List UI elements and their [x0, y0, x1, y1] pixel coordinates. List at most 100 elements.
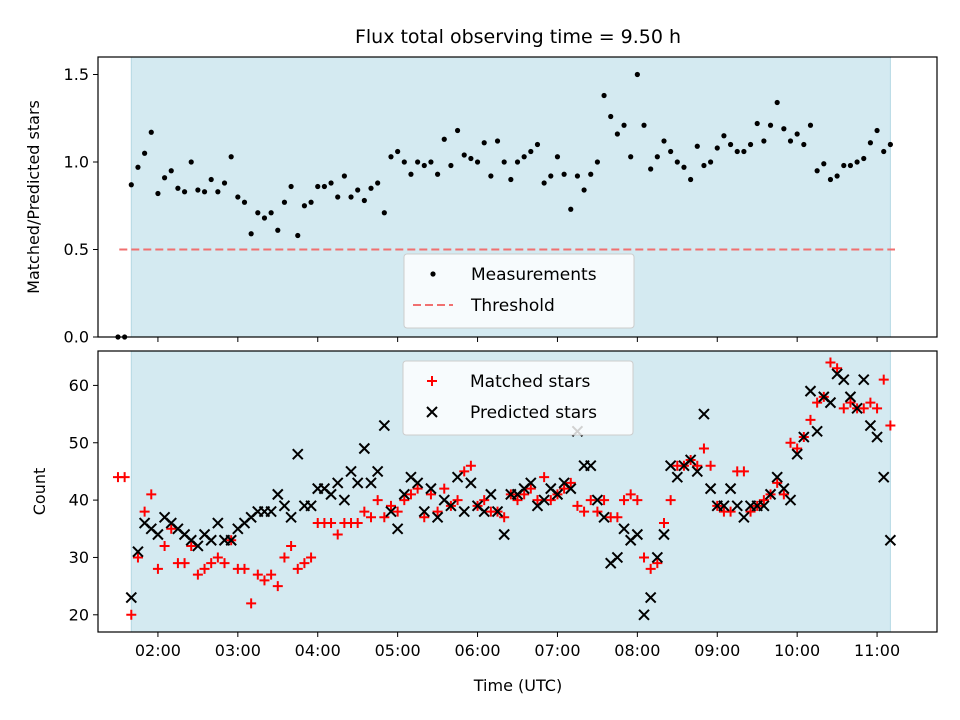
data-point — [599, 495, 610, 506]
data-point — [574, 173, 581, 179]
data-point — [199, 563, 210, 574]
data-point — [764, 488, 777, 501]
data-point — [718, 500, 730, 512]
data-point — [618, 523, 630, 535]
data-point — [448, 162, 454, 169]
data-point — [698, 408, 710, 420]
data-point — [565, 477, 576, 488]
data-point — [845, 397, 856, 408]
y-tick-label: 30 — [69, 548, 89, 567]
data-point — [825, 357, 836, 368]
data-point — [315, 183, 321, 190]
data-point — [865, 397, 876, 408]
data-point — [665, 495, 676, 506]
data-point — [235, 194, 241, 200]
data-point — [286, 540, 297, 551]
data-point — [681, 164, 687, 170]
data-point — [798, 431, 810, 443]
data-point — [425, 489, 436, 500]
data-point — [841, 162, 847, 169]
data-point — [664, 459, 677, 472]
data-point — [591, 494, 604, 506]
data-point — [754, 120, 760, 127]
data-point — [594, 159, 601, 165]
data-point — [345, 465, 357, 478]
data-point — [592, 506, 603, 517]
data-point — [559, 483, 570, 494]
legend-marker — [426, 406, 438, 418]
data-point — [379, 512, 390, 523]
data-point — [431, 511, 444, 524]
ratio-panel: 0.0 0.5 1.0 1.5 Matched/Predicted stars Measu… — [24, 56, 938, 347]
data-point — [279, 552, 290, 563]
data-point — [192, 540, 204, 552]
data-point — [774, 99, 780, 106]
data-point — [219, 558, 230, 569]
x-axis-label: Time (UTC) — [473, 676, 562, 695]
data-point — [747, 141, 754, 148]
data-point — [128, 182, 134, 188]
data-point — [545, 495, 556, 506]
x-tick-label: 09:00 — [694, 641, 740, 660]
data-point — [785, 437, 796, 448]
data-point — [265, 505, 277, 518]
data-point — [428, 159, 434, 165]
data-point — [139, 506, 150, 517]
data-point — [858, 403, 869, 414]
series-measurements — [115, 71, 893, 340]
data-point — [195, 187, 201, 193]
data-point — [568, 206, 574, 212]
data-point — [332, 529, 343, 540]
x-tick-label: 03:00 — [215, 641, 261, 660]
data-point — [645, 563, 656, 574]
data-point — [548, 173, 554, 179]
data-point — [745, 506, 756, 517]
data-point — [419, 512, 430, 523]
x-tick-label: 06:00 — [454, 641, 500, 660]
data-point — [371, 465, 384, 478]
data-point — [824, 396, 837, 409]
data-point — [651, 551, 664, 564]
data-point — [758, 495, 769, 506]
data-point — [872, 403, 883, 414]
data-point — [159, 540, 170, 551]
data-point — [692, 460, 703, 471]
data-point — [142, 150, 148, 156]
data-point — [206, 558, 217, 569]
legend: Measurements Threshold — [403, 253, 635, 329]
legend-marker — [427, 376, 437, 386]
data-point — [434, 171, 441, 177]
data-point — [458, 505, 470, 518]
data-point — [212, 552, 223, 563]
data-point — [405, 489, 416, 500]
data-point — [619, 495, 630, 506]
data-point — [585, 495, 596, 506]
data-point — [148, 129, 154, 135]
data-point — [734, 148, 740, 155]
data-point — [668, 148, 674, 155]
data-point — [272, 488, 284, 501]
data-point — [411, 477, 424, 489]
y-tick-label: 1.5 — [64, 65, 89, 84]
data-point — [132, 552, 143, 563]
data-point — [301, 203, 308, 209]
data-point — [608, 113, 614, 120]
data-point — [671, 471, 684, 483]
legend-box — [403, 253, 635, 329]
data-point — [638, 609, 650, 621]
data-point — [821, 161, 827, 167]
data-point — [701, 162, 707, 169]
data-point — [539, 472, 550, 483]
data-point — [738, 466, 749, 477]
data-point — [285, 511, 297, 524]
x-tick-label: 05:00 — [375, 641, 421, 660]
data-point — [601, 92, 607, 99]
data-point — [485, 488, 497, 501]
y-tick-label: 1.0 — [64, 153, 89, 172]
axes-frame — [97, 350, 938, 633]
data-point — [787, 138, 794, 144]
data-point — [146, 489, 157, 500]
data-point — [328, 180, 334, 186]
data-point — [652, 558, 663, 569]
